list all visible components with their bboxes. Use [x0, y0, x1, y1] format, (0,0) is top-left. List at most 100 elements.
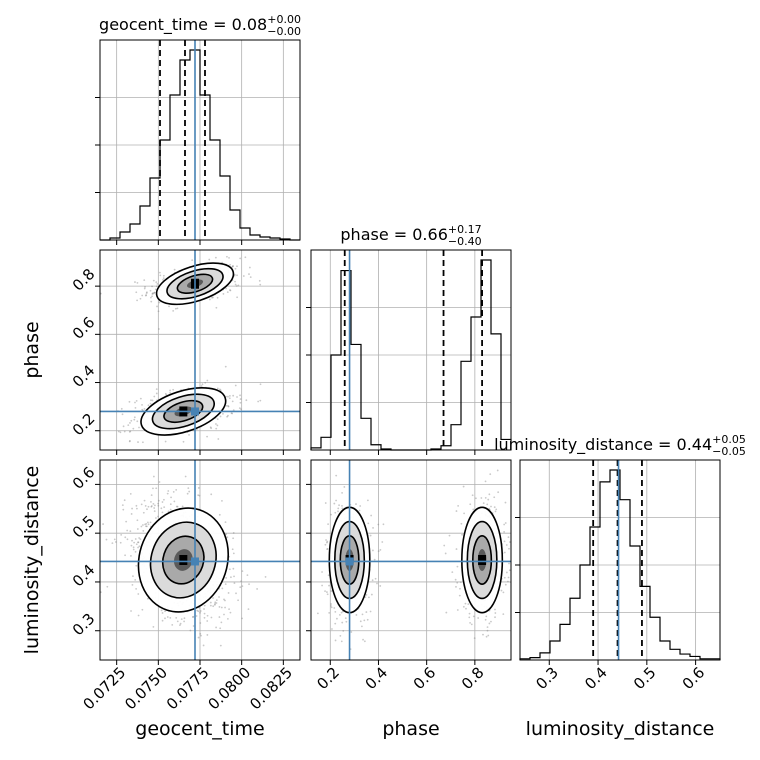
sample-point: [160, 507, 163, 510]
sample-point: [157, 310, 160, 313]
sample-point: [485, 635, 488, 638]
sample-point: [454, 578, 457, 581]
sample-point: [142, 530, 145, 532]
sample-point: [324, 543, 327, 546]
sample-point: [227, 414, 229, 417]
sample-point: [326, 591, 328, 593]
sample-point: [203, 612, 206, 615]
panel-hist-geocent_time: [95, 39, 301, 245]
sample-point: [125, 520, 128, 523]
sample-point: [490, 505, 492, 508]
sample-point: [206, 379, 209, 382]
sample-point: [504, 522, 507, 524]
sample-point: [470, 623, 473, 626]
sample-point: [142, 524, 144, 526]
sample-point: [137, 441, 139, 443]
sample-point: [215, 423, 217, 425]
sample-point: [222, 412, 224, 415]
sample-point: [225, 533, 228, 536]
sample-point: [124, 554, 126, 557]
sample-point: [445, 611, 448, 614]
sample-point: [365, 593, 368, 596]
sample-point: [509, 541, 511, 543]
sample-point: [145, 525, 147, 528]
x-tick-label: 0.4: [362, 664, 392, 694]
sample-point: [456, 609, 459, 611]
sample-point: [167, 510, 170, 513]
sample-point: [232, 532, 235, 534]
sample-point: [338, 613, 341, 616]
sample-point: [141, 403, 143, 406]
sample-point: [495, 508, 498, 511]
sample-point: [367, 522, 370, 525]
sample-point: [128, 430, 131, 433]
sample-point: [330, 513, 332, 516]
x-tick-label: 0.4: [581, 664, 611, 694]
sample-point: [369, 610, 372, 613]
sample-point: [160, 609, 163, 612]
sample-point: [156, 305, 158, 308]
sample-point: [146, 521, 149, 524]
y-tick-label: 0.3: [69, 610, 99, 640]
sample-point: [134, 550, 137, 553]
sample-point: [158, 481, 161, 483]
sample-point: [326, 547, 329, 550]
sample-point: [143, 279, 146, 282]
sample-point: [150, 505, 153, 507]
sample-point: [459, 581, 462, 584]
sample-point: [138, 537, 141, 539]
sample-point: [135, 504, 138, 507]
sample-point: [172, 310, 175, 312]
sample-point: [229, 263, 232, 266]
sample-point: [214, 601, 217, 604]
sample-point: [489, 473, 492, 476]
sample-point: [465, 607, 467, 610]
sample-point: [232, 567, 235, 570]
sample-point: [223, 613, 225, 616]
density-layer: [316, 469, 511, 650]
x-tick-label: 0.0775: [163, 664, 213, 714]
sample-point: [233, 273, 236, 276]
sample-point: [236, 265, 238, 268]
sample-point: [188, 490, 191, 493]
sample-point: [153, 395, 156, 398]
sample-point: [229, 289, 231, 291]
sample-point: [169, 391, 171, 394]
truth-marker: [345, 557, 354, 566]
sample-point: [150, 399, 152, 402]
sample-point: [212, 605, 215, 608]
sample-point: [234, 267, 237, 270]
sample-point: [182, 440, 185, 443]
sample-point: [238, 407, 241, 410]
sample-point: [372, 549, 374, 552]
sample-point: [340, 611, 343, 614]
sample-point: [241, 585, 244, 588]
sample-point: [503, 523, 506, 526]
histogram-step: [100, 49, 300, 241]
sample-point: [334, 639, 337, 642]
sample-point: [151, 295, 153, 298]
title-value: luminosity_distance = 0.44: [494, 435, 712, 455]
sample-point: [216, 418, 219, 421]
sample-point: [226, 536, 229, 539]
sample-point: [224, 583, 227, 586]
sample-point: [337, 507, 340, 510]
sample-point: [133, 541, 136, 544]
sample-point: [123, 430, 126, 433]
panel-title: geocent_time = 0.08+0.00: [99, 13, 301, 35]
sample-point: [462, 605, 465, 608]
sample-point: [197, 487, 200, 489]
sample-point: [129, 422, 131, 424]
sample-point: [119, 431, 122, 434]
sample-point: [143, 287, 146, 290]
sample-point: [330, 590, 333, 592]
sample-point: [161, 511, 164, 514]
x-tick-label: 0.0800: [205, 664, 255, 714]
sample-point: [507, 580, 509, 583]
sample-point: [359, 620, 362, 623]
sample-point: [485, 615, 488, 618]
x-tick-label: 0.5: [630, 664, 660, 694]
sample-point: [122, 425, 125, 428]
sample-point: [210, 427, 213, 430]
sample-point: [136, 507, 138, 510]
